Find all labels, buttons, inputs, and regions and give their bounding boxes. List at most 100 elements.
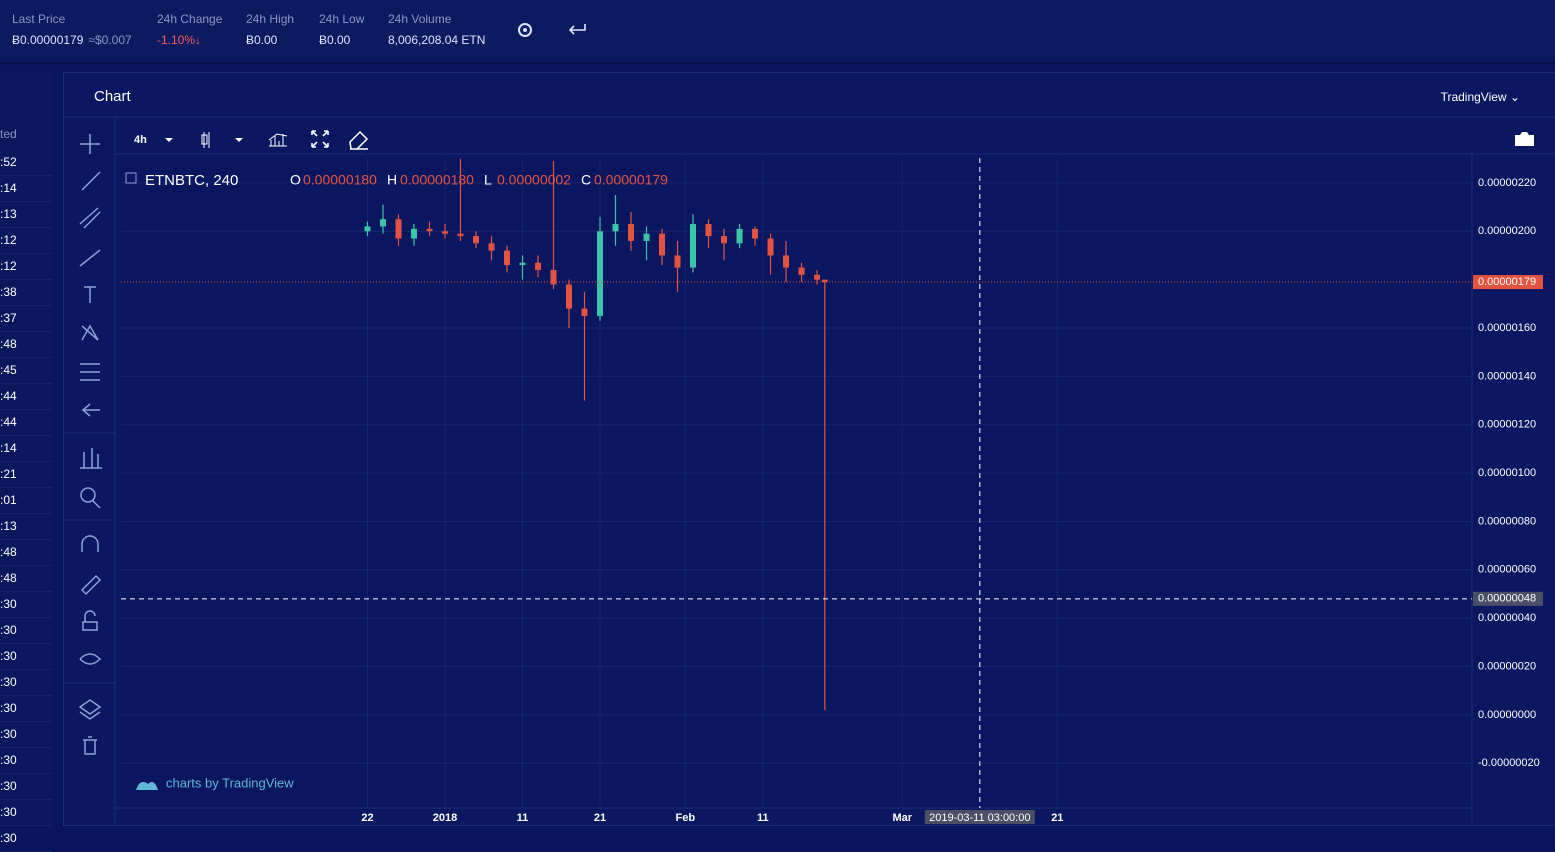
candle-body [426, 228, 433, 232]
stat-value: Ƀ0.00 [319, 33, 351, 47]
tool-icon[interactable] [80, 487, 101, 509]
candle-body [643, 233, 650, 241]
tool-icon[interactable] [83, 736, 97, 755]
stat-label: Last Price [12, 12, 66, 26]
tool-icon[interactable] [79, 653, 102, 665]
stat: 24h Change -1.10%↓ [157, 12, 222, 47]
crosshair-time-label: 2019-03-11 03:00:00 [929, 812, 1030, 824]
tool-icon[interactable] [80, 363, 100, 381]
tool-icon[interactable] [80, 134, 100, 154]
stat: 24h Volume 8,006,208.04 ETN [388, 12, 485, 47]
x-tick-label: 11 [517, 812, 529, 824]
tool-icon[interactable] [80, 448, 102, 469]
y-tick-label: 0.00000020 [1478, 660, 1536, 672]
candle-body [721, 236, 728, 244]
crosshair-price-tag [1473, 591, 1543, 606]
candle-body [395, 219, 402, 239]
list-row: :13 [0, 202, 52, 228]
list-row: :37 [0, 306, 52, 332]
x-tick-label: Mar [893, 812, 913, 824]
list-row: :48 [0, 332, 52, 358]
list-row: :30 [0, 592, 52, 618]
list-row: :38 [0, 280, 52, 306]
stat: 24h High Ƀ0.00 [246, 12, 294, 47]
camera-icon [1515, 132, 1534, 146]
tool-icon[interactable] [84, 286, 96, 303]
legend-key: L [484, 172, 492, 188]
candle-icon [201, 132, 210, 148]
list-row: :30 [0, 670, 52, 696]
candle-body [441, 231, 448, 234]
tool-icon[interactable] [80, 574, 102, 596]
stat: Last Price Ƀ0.00000179 ≈$0.007 [12, 12, 132, 47]
legend-key: O [290, 172, 301, 188]
candle-body [472, 236, 479, 244]
candle-body [736, 228, 743, 244]
legend-value: 0.00000180 [400, 172, 474, 188]
y-tick-label: 0.00000060 [1478, 564, 1536, 576]
candle-body [504, 250, 510, 266]
tool-icon[interactable] [78, 699, 102, 720]
list-row: :30 [0, 774, 52, 800]
list-row: :30 [0, 748, 52, 774]
swap-icon[interactable] [565, 18, 591, 44]
list-row: :30 [0, 826, 52, 852]
chart: 4h 0.00000220 0.00000200 0.00000160 0.000001… [63, 116, 1555, 824]
y-tick-label: 0.00000000 [1478, 709, 1536, 721]
stat-label: 24h Change [157, 12, 223, 26]
legend-value: 0.00000179 [594, 172, 668, 188]
list-row: :30 [0, 644, 52, 670]
tool-icon[interactable] [81, 403, 100, 417]
y-tick-label: 0.00000100 [1478, 467, 1536, 479]
list-row: :44 [0, 410, 52, 436]
list-row: :14 [0, 176, 52, 202]
legend-key: C [581, 172, 591, 188]
list-row: :01 [0, 488, 52, 514]
dropdown-caret [165, 138, 173, 142]
legend-value: 0.00000002 [497, 172, 571, 188]
y-tick-label: 0.00000200 [1478, 225, 1536, 237]
x-tick-label: 21 [594, 812, 606, 824]
list-row: :52 [0, 150, 52, 176]
panel-title: Chart [94, 88, 131, 105]
y-tick-label: 0.00000160 [1478, 322, 1536, 334]
tool-icon[interactable] [82, 610, 98, 631]
list-row: :30 [0, 722, 52, 748]
stat-value: 8,006,208.04 ETN [388, 33, 486, 47]
legend-value: 0.00000180 [303, 172, 377, 188]
tool-icon[interactable] [81, 535, 99, 552]
settings-icon[interactable] [512, 18, 538, 44]
list-row: :44 [0, 384, 52, 410]
list-row: :45 [0, 358, 52, 384]
tool-icon[interactable] [81, 324, 99, 341]
candle-body [798, 267, 805, 275]
list-row: :13 [0, 514, 52, 540]
eraser-icon [349, 130, 369, 150]
tool-icon[interactable] [79, 249, 101, 267]
logo-icon [136, 782, 158, 790]
candle-body [612, 224, 619, 232]
candle-body [767, 238, 774, 256]
tool-icon[interactable] [81, 171, 101, 191]
list-row: :21 [0, 462, 52, 488]
tool-icon[interactable] [79, 207, 101, 229]
list-header: ted [0, 72, 52, 150]
stat-value: -1.10%↓ [157, 33, 202, 47]
y-tick-label: 0.00000120 [1478, 419, 1536, 431]
stat-value: Ƀ0.00 [246, 33, 278, 47]
provider-select[interactable]: TradingView ⌄ [1440, 90, 1520, 104]
watermark: charts by TradingView [166, 775, 294, 790]
candle-body [674, 255, 681, 268]
candle-body [597, 231, 604, 316]
candle-body [581, 308, 588, 316]
candle-body [457, 233, 464, 237]
interval[interactable]: 4h [134, 134, 147, 146]
fullscreen-icon [311, 130, 329, 148]
collapse-box [125, 172, 137, 184]
y-tick-label: 0.00000080 [1478, 515, 1536, 527]
x-tick-label: 22 [361, 812, 373, 824]
candle-body [488, 243, 495, 251]
last-price-label: 0.00000179 [1478, 276, 1536, 288]
x-tick-label: Feb [675, 812, 695, 824]
x-tick-label: 2018 [433, 812, 457, 824]
